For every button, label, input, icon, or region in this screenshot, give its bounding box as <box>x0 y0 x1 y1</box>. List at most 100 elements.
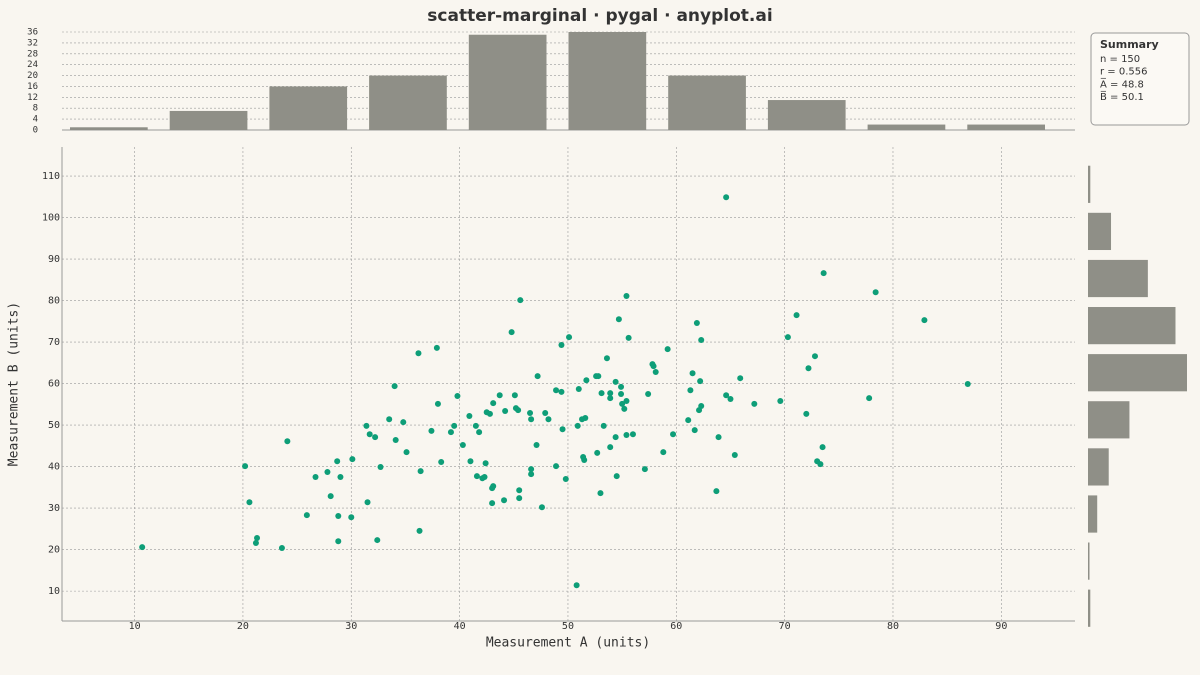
point <box>246 499 253 506</box>
point <box>597 490 604 497</box>
point <box>349 456 356 463</box>
point <box>607 390 614 397</box>
point <box>558 388 565 395</box>
point <box>400 419 407 426</box>
x-axis-title: Measurement A (units) <box>486 636 650 651</box>
y-tick-label: 50 <box>48 420 60 431</box>
bar <box>169 110 248 130</box>
point <box>598 390 605 397</box>
point <box>872 289 879 296</box>
point <box>416 527 423 534</box>
point <box>600 422 607 429</box>
point <box>664 346 671 353</box>
point <box>403 449 410 456</box>
point <box>687 387 694 394</box>
point <box>623 432 630 439</box>
x-tick-label: 30 <box>345 621 357 632</box>
point <box>386 416 393 423</box>
point <box>366 431 373 438</box>
point <box>698 337 705 344</box>
point <box>139 544 146 551</box>
bar <box>967 124 1045 130</box>
bar <box>70 127 148 130</box>
point <box>573 582 580 589</box>
bar <box>767 100 846 130</box>
point <box>515 407 522 414</box>
point <box>737 375 744 382</box>
x-tick-label: 60 <box>670 621 682 632</box>
point <box>372 434 379 441</box>
point <box>777 398 784 405</box>
point <box>252 539 259 546</box>
point <box>817 461 824 468</box>
y-tick-label: 30 <box>48 503 60 514</box>
point <box>303 512 310 519</box>
point <box>820 270 827 277</box>
point <box>324 468 331 475</box>
x-tick-label: 90 <box>995 621 1007 632</box>
x-tick-label: 80 <box>887 621 899 632</box>
point <box>364 499 371 506</box>
point <box>511 392 518 399</box>
bar <box>1088 589 1091 627</box>
y-tick-label: 36 <box>27 28 38 38</box>
point <box>528 471 535 478</box>
point <box>685 417 692 424</box>
point <box>242 463 249 470</box>
chart-title: scatter-marginal · pygal · anyplot.ai <box>427 6 772 26</box>
point <box>459 442 466 449</box>
y-tick-label: 20 <box>48 545 60 556</box>
point <box>392 437 399 444</box>
point <box>545 416 552 423</box>
point <box>476 429 483 436</box>
point <box>594 449 601 456</box>
point <box>607 395 614 402</box>
point <box>582 415 589 422</box>
point <box>566 334 573 341</box>
point <box>533 442 540 449</box>
point <box>335 512 342 519</box>
point <box>472 422 479 429</box>
point <box>516 495 523 502</box>
point <box>486 410 493 417</box>
point <box>502 407 509 414</box>
point <box>542 410 549 417</box>
point <box>482 460 489 467</box>
point <box>581 456 588 463</box>
point <box>645 390 652 397</box>
point <box>723 194 730 201</box>
point <box>623 398 630 405</box>
bar <box>269 86 348 130</box>
summary-line: r = 0.556 <box>1100 67 1147 78</box>
point <box>348 514 355 521</box>
point <box>811 353 818 360</box>
point <box>517 297 524 304</box>
point <box>731 451 738 458</box>
point <box>613 473 620 480</box>
summary-box <box>1090 32 1190 126</box>
point <box>819 444 826 451</box>
bar <box>1088 259 1148 298</box>
point <box>527 410 534 417</box>
y-tick-label: 4 <box>33 115 38 125</box>
y-tick-label: 110 <box>42 171 60 182</box>
point <box>693 319 700 326</box>
bar <box>1088 165 1091 203</box>
bar <box>1088 212 1112 251</box>
summary-line: A̅ = 48.8 <box>1100 78 1144 91</box>
point <box>334 458 341 465</box>
point <box>623 293 630 300</box>
point <box>467 458 474 465</box>
point <box>534 373 541 380</box>
y-tick-label: 80 <box>48 296 60 307</box>
x-tick-label: 50 <box>562 621 574 632</box>
point <box>751 400 758 407</box>
summary-line: n = 150 <box>1100 54 1140 65</box>
bar <box>1088 448 1109 486</box>
point <box>438 459 445 466</box>
point <box>574 422 581 429</box>
point <box>964 381 971 387</box>
point <box>451 422 458 429</box>
point <box>625 334 632 341</box>
